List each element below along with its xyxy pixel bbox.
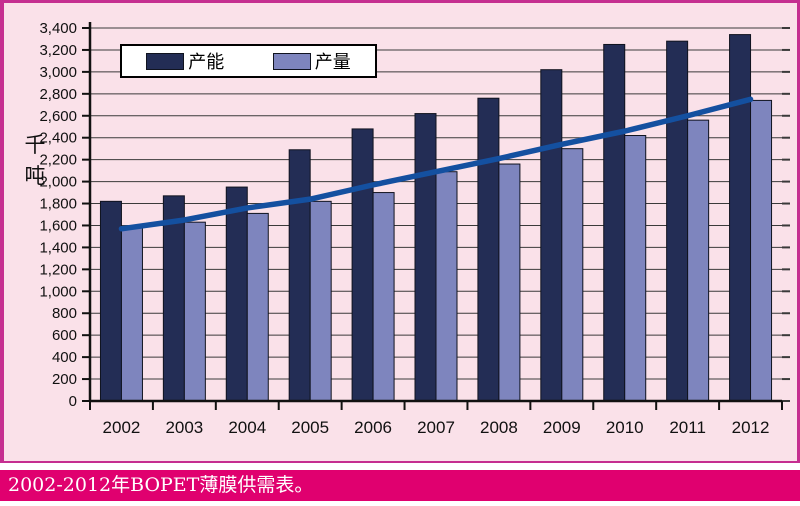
y-tick-label: 1,400	[39, 239, 77, 256]
bar-chart: 0 200 400 600 800 1,000 1,200 1,400 1,600 1,800 2,…	[39, 20, 790, 437]
y-tick-label: 2,800	[39, 86, 77, 103]
y-tick-label: 600	[52, 327, 77, 344]
x-category-label: 2011	[669, 418, 706, 437]
y-tick-label: 2,200	[39, 152, 77, 169]
capacity-bar-2003	[162, 195, 185, 402]
x-category-label: 2006	[354, 418, 392, 437]
output-bar-2007	[435, 171, 458, 402]
output-bar-2006	[372, 192, 395, 402]
output-legend-label: 产量	[314, 52, 351, 73]
capacity-bar-2009	[540, 69, 563, 402]
x-category-label: 2005	[291, 418, 329, 437]
y-tick-label: 1,600	[39, 217, 77, 234]
y-axis-title-text: 千 吨	[24, 133, 46, 188]
y-tick-label: 3,200	[39, 42, 77, 59]
output-swatch	[272, 52, 311, 70]
y-tick-label: 3,400	[39, 20, 77, 37]
trend-line	[118, 96, 754, 232]
chart-caption: 2002-2012年BOPET薄膜供需表。	[8, 474, 314, 496]
legend: 产能 产量	[120, 44, 377, 78]
y-tick-label: 2,600	[39, 108, 77, 125]
output-bar-2009	[561, 148, 584, 402]
x-category-label: 2004	[228, 418, 266, 437]
y-tick-label: 1,800	[39, 196, 77, 213]
output-bar-2011	[687, 119, 710, 402]
legend-item-capacity: 产能	[146, 48, 224, 74]
x-category-label: 2007	[417, 418, 455, 437]
y-tick-label: 800	[52, 305, 77, 322]
y-tick-label: 400	[52, 349, 77, 366]
x-category-label: 2009	[543, 418, 581, 437]
x-category-label: 2002	[103, 418, 141, 437]
output-bar-2010	[624, 135, 647, 402]
y-tick-label: 1,200	[39, 261, 77, 278]
x-category-label: 2012	[732, 418, 770, 437]
output-bar-2008	[498, 163, 521, 402]
y-tick-label: 0	[69, 393, 77, 410]
y-axis-title: 千 吨	[22, 130, 48, 192]
x-category-label: 2010	[606, 418, 644, 437]
capacity-bar-2005	[288, 149, 311, 402]
output-bar-2012	[750, 99, 773, 402]
x-category-label: 2003	[165, 418, 203, 437]
capacity-swatch	[146, 52, 185, 70]
capacity-bar-2012	[729, 34, 752, 402]
output-bar-2002	[120, 227, 143, 402]
y-tick-label: 1,000	[39, 283, 77, 300]
y-tick-label: 2,400	[39, 130, 77, 147]
capacity-bar-2004	[225, 186, 248, 402]
capacity-bar-2008	[477, 97, 500, 402]
capacity-bar-2006	[351, 128, 374, 402]
capacity-bar-2002	[99, 200, 122, 402]
legend-item-output: 产量	[272, 48, 351, 74]
output-bar-2005	[309, 200, 332, 402]
y-tick-label: 3,000	[39, 64, 77, 81]
capacity-bar-2007	[414, 113, 437, 402]
capacity-bar-2011	[666, 40, 689, 402]
capacity-bar-2010	[603, 43, 626, 402]
output-bar-2003	[183, 221, 206, 402]
caption-bar: 2002-2012年BOPET薄膜供需表。	[0, 470, 800, 501]
y-tick-label: 2,000	[39, 174, 77, 191]
x-category-label: 2008	[480, 418, 518, 437]
output-bar-2004	[246, 212, 269, 402]
capacity-legend-label: 产能	[188, 52, 225, 73]
y-tick-label: 200	[52, 371, 77, 388]
